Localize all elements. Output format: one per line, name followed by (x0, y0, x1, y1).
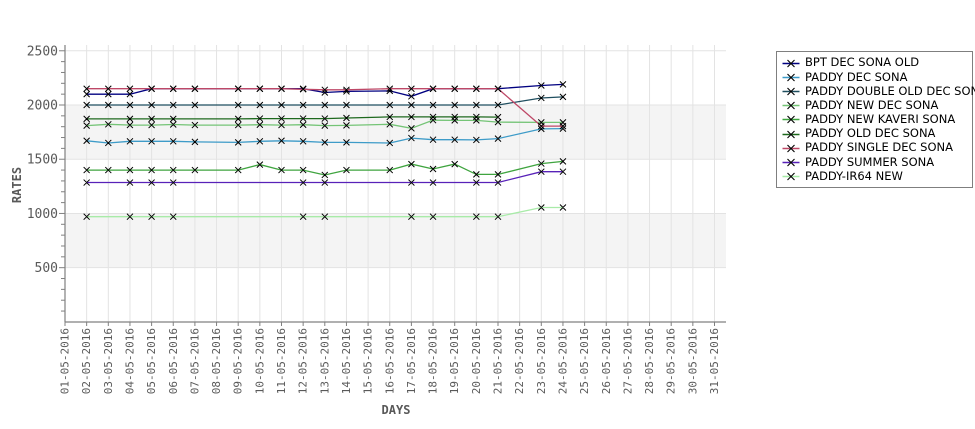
svg-text:03-05-2016: 03-05-2016 (102, 328, 115, 394)
legend-marker-paddy-ir64-new (782, 172, 800, 181)
svg-text:24-05-2016: 24-05-2016 (556, 328, 569, 394)
legend-label: PADDY NEW KAVERI SONA (805, 112, 956, 127)
legend-item-paddy-new-dec-sona: PADDY NEW DEC SONA (777, 99, 972, 113)
svg-text:30-05-2016: 30-05-2016 (686, 328, 699, 394)
legend-item-paddy-old-dec-sona: PADDY OLD DEC SONA (777, 127, 972, 141)
svg-text:500: 500 (35, 261, 58, 276)
series-paddy-new-kaveri-sona (83, 158, 567, 179)
svg-text:07-05-2016: 07-05-2016 (188, 328, 201, 394)
legend-marker-paddy-dec-sona (782, 73, 800, 82)
series-paddy-double-old-dec-sona (83, 93, 567, 109)
svg-text:17-05-2016: 17-05-2016 (405, 328, 418, 394)
series-paddy-new-dec-sona (83, 116, 567, 132)
series-markers-paddy-new-kaveri-sona (83, 158, 567, 179)
svg-text:21-05-2016: 21-05-2016 (492, 328, 505, 394)
y-axis-ticks (59, 50, 715, 326)
plot-bands (65, 105, 726, 268)
svg-text:14-05-2016: 14-05-2016 (340, 328, 353, 394)
svg-text:19-05-2016: 19-05-2016 (448, 328, 461, 394)
legend-marker-paddy-single-dec-sona (782, 144, 800, 153)
series-paddy-single-dec-sona (83, 85, 567, 130)
svg-text:2000: 2000 (27, 99, 58, 114)
x-axis-tick-labels: 01-05-2016 02-05-2016 03-05-2016 04-05-2016… (59, 328, 722, 394)
axes (64, 45, 726, 323)
svg-text:27-05-2016: 27-05-2016 (621, 328, 634, 394)
legend-item-paddy-ir64-new: PADDY-IR64 NEW (777, 170, 972, 184)
svg-text:04-05-2016: 04-05-2016 (123, 328, 136, 394)
svg-text:29-05-2016: 29-05-2016 (665, 328, 678, 394)
legend-marker-bpt-dec-sona-old (782, 59, 800, 67)
svg-text:10-05-2016: 10-05-2016 (253, 328, 266, 394)
svg-text:2500: 2500 (27, 44, 58, 59)
series-markers-paddy-new-dec-sona (83, 116, 567, 132)
y-axis-title: RATES (10, 166, 24, 204)
series-markers-paddy-dec-sona (83, 125, 567, 147)
series-markers-paddy-old-dec-sona (83, 113, 502, 123)
series-paddy-summer-sona (83, 168, 567, 186)
svg-text:1500: 1500 (27, 153, 58, 168)
svg-text:05-05-2016: 05-05-2016 (145, 328, 158, 394)
gridlines (64, 45, 726, 322)
svg-text:16-05-2016: 16-05-2016 (383, 328, 396, 394)
svg-text:12-05-2016: 12-05-2016 (297, 328, 310, 394)
svg-text:23-05-2016: 23-05-2016 (535, 328, 548, 394)
svg-text:13-05-2016: 13-05-2016 (318, 328, 331, 394)
svg-text:26-05-2016: 26-05-2016 (600, 328, 613, 394)
legend-label: PADDY NEW DEC SONA (805, 97, 939, 112)
legend-marker-paddy-old-dec-sona (782, 130, 800, 138)
legend-marker-paddy-new-kaveri-sona (782, 115, 800, 124)
legend-label: PADDY SINGLE DEC SONA (805, 140, 953, 155)
series-markers-paddy-single-dec-sona (83, 85, 567, 130)
legend-item-bpt-dec-sona-old: BPT DEC SONA OLD (777, 56, 972, 70)
legend-item-paddy-dec-sona: PADDY DEC SONA (777, 70, 972, 84)
y-axis-tick-labels: 500 1000 1500 2000 2500 (27, 44, 58, 276)
legend-marker-paddy-double-old-dec-sona (782, 87, 800, 96)
svg-text:09-05-2016: 09-05-2016 (232, 328, 245, 394)
svg-text:25-05-2016: 25-05-2016 (578, 328, 591, 394)
svg-text:02-05-2016: 02-05-2016 (80, 328, 93, 394)
series-paddy-ir64-new (83, 204, 567, 221)
legend-label: PADDY-IR64 NEW (805, 168, 903, 183)
chart-legend: BPT DEC SONA OLD PADDY DEC SONA PADDY DOUB… (776, 51, 975, 188)
legend-label: PADDY OLD DEC SONA (805, 126, 936, 141)
legend-item-paddy-summer-sona: PADDY SUMMER SONA (777, 155, 972, 169)
legend-marker-paddy-summer-sona (782, 158, 800, 167)
legend-label: PADDY DOUBLE OLD DEC SONA (805, 83, 975, 98)
legend-label: BPT DEC SONA OLD (805, 55, 920, 70)
series-paddy-old-dec-sona (83, 113, 502, 123)
svg-text:15-05-2016: 15-05-2016 (362, 328, 375, 394)
x-axis-title: DAYS (381, 403, 411, 417)
svg-text:20-05-2016: 20-05-2016 (470, 328, 483, 394)
legend-label: PADDY DEC SONA (805, 69, 908, 84)
legend-item-paddy-new-kaveri-sona: PADDY NEW KAVERI SONA (777, 113, 972, 127)
legend-marker-paddy-new-dec-sona (782, 101, 800, 110)
series-markers-paddy-ir64-new (83, 204, 567, 221)
svg-text:22-05-2016: 22-05-2016 (513, 328, 526, 394)
svg-text:01-05-2016: 01-05-2016 (59, 328, 72, 394)
series-markers-paddy-summer-sona (83, 168, 567, 186)
svg-text:18-05-2016: 18-05-2016 (427, 328, 440, 394)
series-paddy-dec-sona (83, 125, 567, 147)
svg-text:1000: 1000 (27, 207, 58, 222)
series-markers-paddy-double-old-dec-sona (83, 93, 567, 109)
svg-text:11-05-2016: 11-05-2016 (275, 328, 288, 394)
legend-label: PADDY SUMMER SONA (805, 154, 935, 169)
svg-text:28-05-2016: 28-05-2016 (643, 328, 656, 394)
svg-text:31-05-2016: 31-05-2016 (708, 328, 721, 394)
legend-item-paddy-double-old-dec-sona: PADDY DOUBLE OLD DEC SONA (777, 83, 975, 98)
svg-text:08-05-2016: 08-05-2016 (210, 328, 223, 394)
legend-item-paddy-single-dec-sona: PADDY SINGLE DEC SONA (777, 141, 972, 155)
svg-text:06-05-2016: 06-05-2016 (167, 328, 180, 394)
